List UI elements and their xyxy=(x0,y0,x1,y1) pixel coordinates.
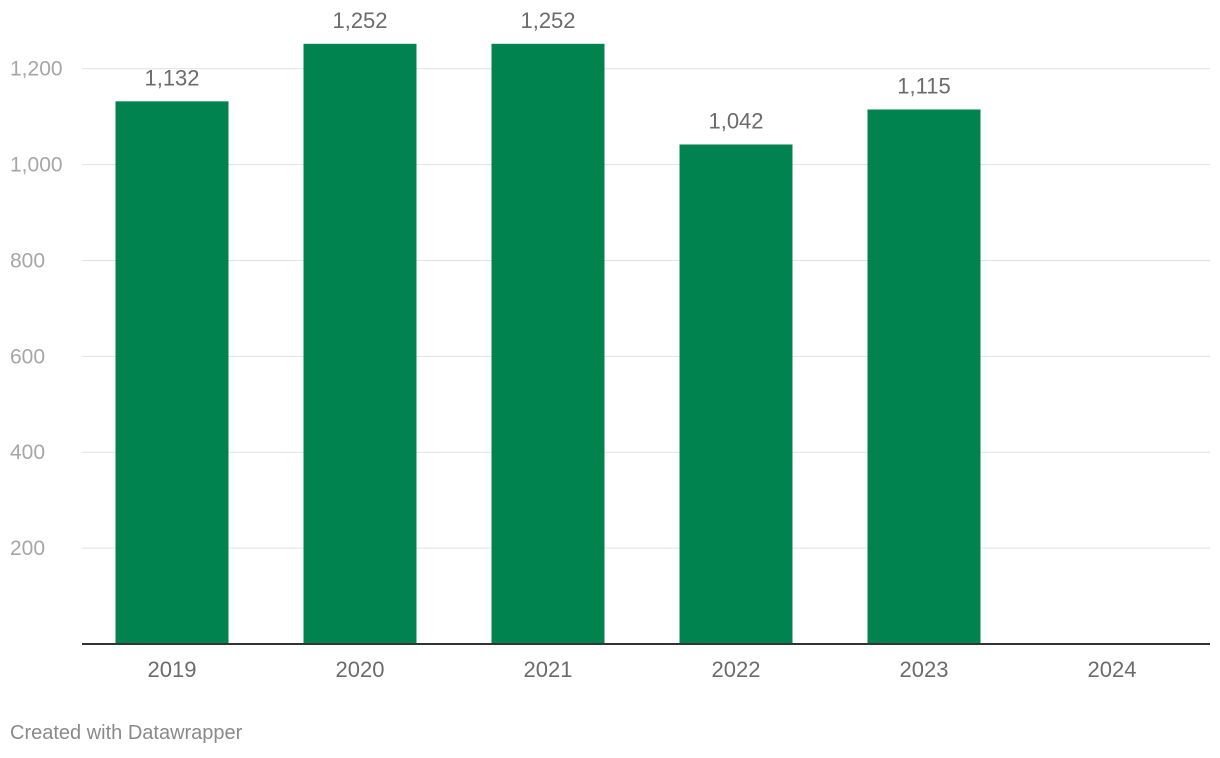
bar-2019 xyxy=(115,101,229,644)
value-label-2019: 1,132 xyxy=(144,65,199,90)
value-label-2020: 1,252 xyxy=(332,8,387,33)
y-tick-label: 800 xyxy=(10,249,45,272)
y-tick-label: 600 xyxy=(10,345,45,368)
bars xyxy=(115,43,981,645)
value-label-2022: 1,042 xyxy=(708,108,763,133)
gridlines xyxy=(82,68,1210,549)
y-tick-label: 1,200 xyxy=(10,58,63,81)
x-tick-label: 2024 xyxy=(1088,657,1137,682)
x-tick-label: 2020 xyxy=(336,657,385,682)
value-label-2021: 1,252 xyxy=(520,8,575,33)
x-tick-label: 2023 xyxy=(900,657,949,682)
x-tick-label: 2022 xyxy=(712,657,761,682)
y-tick-label: 1,000 xyxy=(10,154,63,177)
bar-2020 xyxy=(303,43,417,645)
x-axis-ticks: 2019 2020 2021 2022 2023 2024 xyxy=(148,657,1137,682)
y-axis-ticks: 200 400 600 800 1,000 1,200 xyxy=(10,58,63,560)
y-tick-label: 200 xyxy=(10,537,45,560)
bar-2021 xyxy=(491,43,605,645)
x-tick-label: 2019 xyxy=(148,657,197,682)
value-label-2023: 1,115 xyxy=(897,73,950,98)
bar-2022 xyxy=(679,144,793,645)
footer-credit: Created with Datawrapper xyxy=(10,722,243,744)
x-tick-label: 2021 xyxy=(524,657,573,682)
bar-2023 xyxy=(867,109,981,645)
y-tick-label: 400 xyxy=(10,441,45,464)
value-labels: 1,132 1,252 1,252 1,042 1,115 xyxy=(144,8,950,134)
